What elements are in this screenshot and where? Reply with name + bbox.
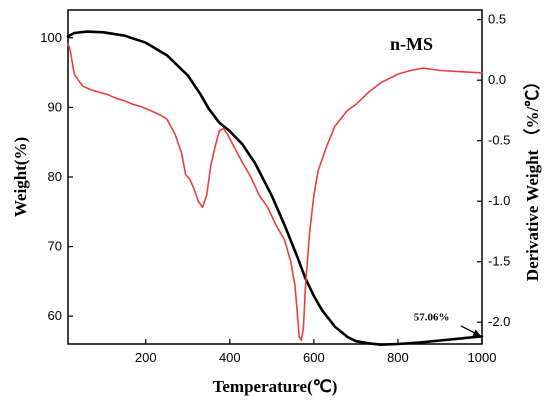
- x-tick-label: 800: [387, 350, 409, 365]
- y-right-tick-label: 0.0: [488, 72, 506, 87]
- y-left-tick-label: 70: [48, 239, 62, 254]
- y-axis-title-right: Derivative Weight （%/℃）: [522, 73, 542, 281]
- x-tick-label: 400: [219, 350, 241, 365]
- x-tick-label: 1000: [468, 350, 497, 365]
- plot-frame: [67, 9, 483, 345]
- x-tick-label: 200: [135, 350, 157, 365]
- annotation-label: 57.06%: [414, 311, 450, 323]
- annotation-arrow-head: [472, 329, 482, 337]
- y-right-tick-label: 0.5: [488, 12, 506, 27]
- y-axis-title-left: Weight(%): [11, 137, 30, 217]
- series-line-weight: [66, 30, 484, 347]
- series-line-derivative: [67, 43, 483, 342]
- x-tick-label: 600: [303, 350, 325, 365]
- ticks-layer: 200 400 600 800 1000 60 70 80 90 100 0.5 0.0 -0.5 -1.…: [40, 12, 510, 365]
- y-left-tick-label: 80: [48, 169, 62, 184]
- y-right-tick-label: -1.5: [488, 254, 510, 269]
- chart-title: n-MS: [390, 34, 433, 54]
- y-left-tick-label: 100: [40, 30, 62, 45]
- x-axis-title: Temperature(℃): [213, 377, 338, 396]
- y-right-tick-label: -2.0: [488, 314, 510, 329]
- y-right-tick-label: -0.5: [488, 133, 510, 148]
- annotation-layer: 57.06%: [414, 311, 482, 337]
- y-right-tick-label: -1.0: [488, 193, 510, 208]
- series-layer: [66, 30, 484, 347]
- y-left-tick-label: 90: [48, 99, 62, 114]
- y-left-tick-label: 60: [48, 308, 62, 323]
